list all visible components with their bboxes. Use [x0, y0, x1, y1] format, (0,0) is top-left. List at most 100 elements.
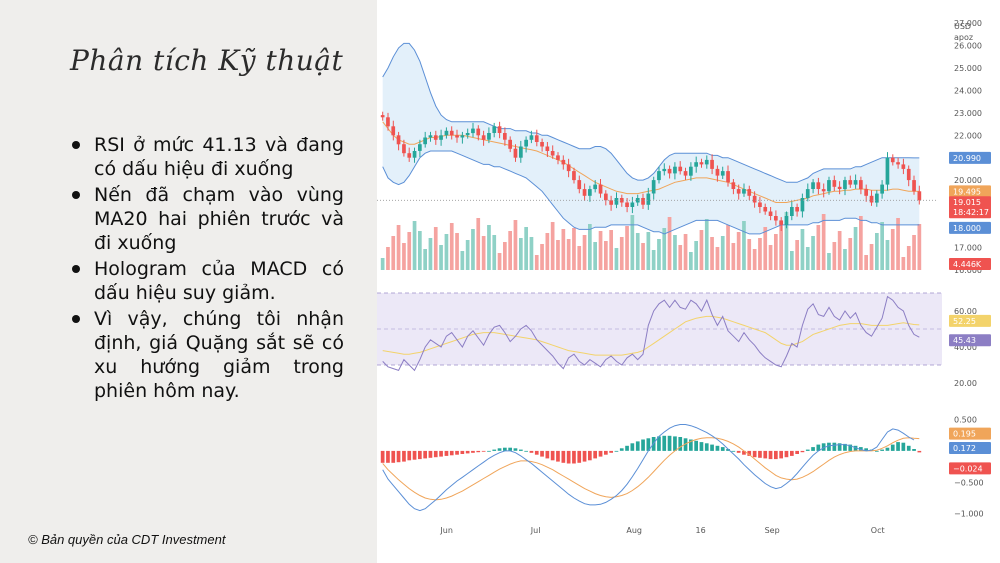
volume-bar: [386, 247, 390, 270]
volume-bar: [805, 247, 810, 270]
macd-histogram-bar: [641, 439, 645, 451]
macd-histogram-bar: [704, 443, 709, 451]
macd-histogram-bar: [683, 438, 688, 451]
macd-histogram-bar: [609, 450, 613, 453]
volume-bar: [465, 240, 470, 270]
candle-body: [630, 202, 635, 207]
candle-body: [848, 180, 853, 185]
volume-bar: [412, 221, 417, 270]
volume-bar: [683, 234, 688, 270]
bullet-item: RSI ở mức 41.13 và đang có dấu hiệu đi x…: [70, 133, 344, 181]
volume-bar: [524, 227, 528, 270]
technical-chart[interactable]: USD apoz 27.000 26.000 25.000 24.000 23.000 2…: [377, 0, 1000, 563]
candle-body: [726, 171, 730, 183]
volume-bar: [433, 227, 438, 270]
macd-histogram-bar: [763, 450, 768, 459]
volume-bar: [768, 245, 773, 270]
volume-bar: [742, 221, 746, 270]
macd-histogram-bar: [747, 450, 752, 456]
price-axis-tick: 27.000: [954, 19, 982, 28]
volume-bar: [779, 223, 783, 270]
macd-histogram-bar: [540, 450, 544, 457]
macd-histogram-bar: [619, 448, 624, 451]
candle-body: [890, 157, 895, 163]
candle-body: [758, 202, 762, 207]
macd-histogram-bar: [577, 450, 582, 463]
macd-histogram-bar: [699, 442, 704, 451]
candle-body: [795, 207, 799, 212]
volume-bar: [689, 252, 693, 270]
macd-histogram-bar: [774, 450, 778, 460]
candle-body: [572, 171, 576, 181]
candle-body: [396, 135, 401, 145]
candle-body: [906, 168, 911, 181]
volume-bar: [853, 227, 858, 270]
volume-bar: [896, 218, 900, 270]
left-panel: Phân tích Kỹ thuật RSI ở mức 41.13 và đa…: [0, 0, 377, 563]
macd-histogram-bar: [720, 447, 725, 451]
candle-body: [481, 135, 486, 140]
volume-bar: [667, 217, 672, 270]
macd-histogram-bar: [407, 450, 412, 461]
candle-body: [444, 130, 449, 136]
macd-histogram-bar: [779, 450, 783, 459]
rsi-value-tag-box: [949, 334, 991, 347]
volume-bar: [439, 245, 443, 270]
bollinger-band-fill: [382, 43, 920, 234]
volume-bar: [821, 214, 826, 270]
volume-bar: [614, 248, 619, 270]
macd-histogram-bar: [588, 450, 592, 461]
rsi-axis-tick: 60.00: [954, 307, 977, 316]
volume-bar: [588, 224, 592, 270]
volume-bar: [380, 258, 385, 270]
macd-histogram-bar: [418, 450, 422, 460]
candle-body: [736, 189, 741, 194]
macd-histogram-bar: [598, 450, 603, 457]
candle-body: [699, 162, 704, 165]
rsi-signal-tag: 52.25: [953, 317, 976, 326]
volume-bar: [566, 239, 571, 270]
volume-bar: [550, 222, 555, 270]
candle-body: [657, 171, 661, 181]
macd-histogram-bar: [875, 450, 879, 452]
macd-histogram-bar: [428, 450, 433, 458]
macd-histogram-bar: [758, 450, 762, 458]
candle-body: [790, 207, 794, 216]
candle-body: [497, 126, 502, 133]
volume-bar: [492, 235, 497, 270]
bullet-item: Nến đã chạm vào vùng MA20 hai phiên trướ…: [70, 183, 344, 255]
candle-body: [508, 139, 512, 149]
chart-area[interactable]: USD apoz 27.000 26.000 25.000 24.000 23.000 2…: [377, 0, 1000, 563]
macd-histogram-bar: [433, 450, 438, 458]
candle-body: [598, 184, 603, 194]
candle-body: [550, 151, 555, 156]
macd-histogram-bar: [646, 438, 651, 451]
volume-bar: [678, 245, 683, 270]
macd-histogram-bar: [471, 450, 475, 453]
candle-body: [455, 135, 459, 138]
volume-bar: [460, 251, 465, 270]
volume-bar: [625, 226, 629, 270]
volume-bar: [715, 247, 720, 270]
candle-body: [811, 182, 815, 189]
volume-tag-box: [949, 258, 991, 270]
rsi-signal-line: [382, 315, 920, 356]
macd-histogram-bar: [906, 445, 911, 451]
macd-histogram-bar: [524, 450, 528, 452]
candle-body: [896, 162, 900, 165]
volume-bar: [561, 229, 566, 270]
candle-body: [524, 139, 528, 147]
candle-body: [720, 171, 725, 176]
candle-body: [800, 198, 805, 212]
lower-band-tag: 18.000: [953, 224, 981, 233]
candle-body: [465, 133, 470, 136]
candle-body: [859, 180, 863, 190]
macd-hist-tag-box: [949, 462, 991, 475]
macd-histogram-bar: [556, 450, 560, 462]
macd-histogram-bar: [853, 445, 858, 451]
macd-histogram-bar: [593, 450, 597, 459]
volume-bar: [396, 225, 401, 270]
macd-histogram-bar: [800, 450, 805, 453]
candle-body: [673, 166, 677, 174]
macd-histogram-bar: [519, 449, 523, 451]
